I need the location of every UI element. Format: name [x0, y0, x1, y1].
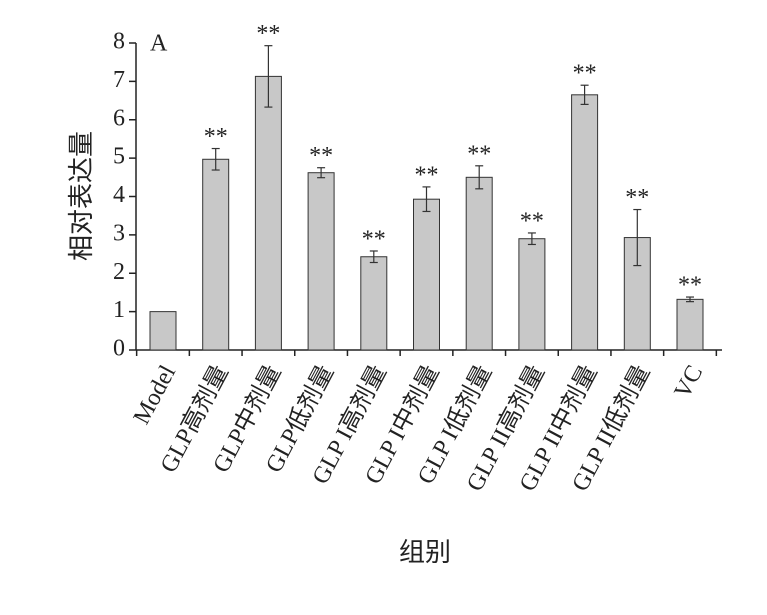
significance-label: ** [625, 185, 649, 211]
error-bar [686, 296, 694, 303]
significance-label: ** [678, 273, 702, 299]
bar [360, 256, 388, 351]
bar [202, 158, 230, 351]
significance-label: ** [204, 124, 228, 150]
significance-label: ** [467, 141, 491, 167]
significance-label: ** [415, 162, 439, 188]
x-tick-label: Model [129, 361, 182, 429]
y-tick-label: 2 [113, 259, 125, 285]
significance-label: ** [309, 143, 333, 169]
bar [676, 298, 704, 351]
x-axis-label: 组别 [399, 538, 451, 567]
error-bar [580, 84, 589, 106]
bar [149, 311, 177, 351]
bar [571, 94, 599, 351]
y-tick-label: 4 [113, 182, 125, 208]
bar [518, 238, 546, 351]
y-tick-label: 0 [113, 336, 125, 362]
x-tick-label: VC [670, 361, 709, 403]
significance-label: ** [362, 226, 386, 252]
error-bar [317, 167, 326, 179]
significance-label: ** [573, 61, 597, 87]
bar [413, 198, 440, 351]
y-tick-label: 5 [113, 144, 125, 170]
bar [307, 172, 335, 351]
y-tick-label: 7 [113, 67, 125, 93]
error-bar [264, 45, 273, 108]
bar [254, 75, 282, 351]
significance-label: ** [520, 208, 544, 234]
y-tick-label: 6 [113, 105, 125, 131]
error-bar [211, 147, 220, 171]
error-bar [475, 165, 484, 190]
error-bar [369, 250, 378, 264]
error-bar [527, 232, 536, 246]
error-bar [422, 186, 431, 213]
y-tick-label: 8 [113, 29, 125, 55]
error-bar [633, 208, 642, 267]
significance-label: ** [256, 21, 280, 47]
y-tick-label: 3 [113, 220, 125, 246]
y-axis-label: 相对表达量 [67, 131, 96, 261]
bar [465, 176, 493, 351]
y-tick-label: 1 [113, 297, 125, 323]
panel-label: A [150, 31, 168, 57]
